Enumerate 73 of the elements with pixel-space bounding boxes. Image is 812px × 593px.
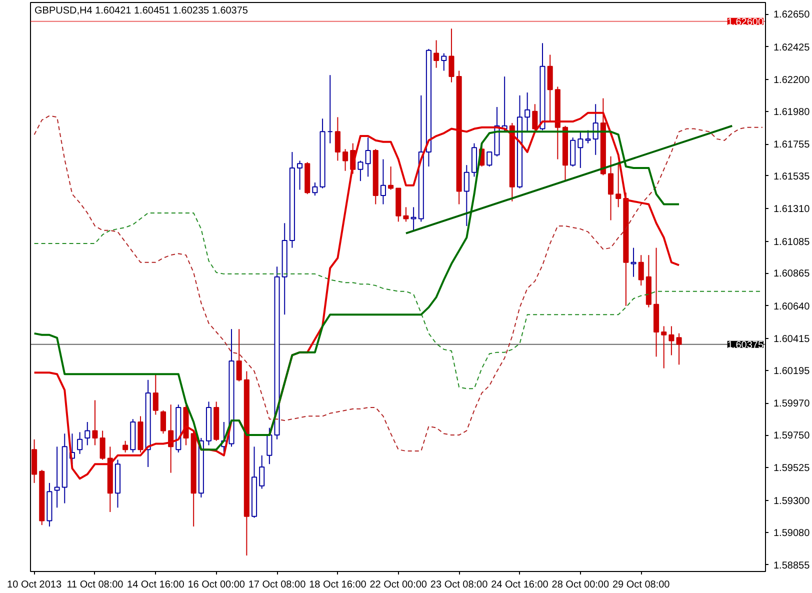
candlestick — [160, 410, 166, 434]
candlestick — [152, 374, 158, 416]
candlestick — [236, 328, 242, 382]
candlestick — [486, 152, 492, 168]
x-tick-label: 22 Oct 00:00 — [370, 580, 428, 590]
y-tick-label: 1.60865 — [774, 268, 810, 280]
candlestick — [266, 427, 272, 465]
y-tick-label: 1.61755 — [774, 140, 810, 151]
x-tick-label: 28 Oct 00:00 — [552, 580, 610, 590]
candlestick — [532, 104, 538, 131]
line-series — [34, 115, 763, 452]
y-tick-label: 1.62200 — [774, 74, 810, 86]
y-tick-label: 1.60415 — [774, 334, 810, 346]
y-tick-label: 1.60195 — [774, 366, 810, 377]
x-tick-label: 24 Oct 16:00 — [491, 580, 549, 590]
candlestick — [122, 440, 128, 453]
candlestick — [84, 421, 90, 446]
candlestick — [616, 162, 622, 208]
y-tick-label: 1.61980 — [774, 106, 810, 118]
ref-line-label: 1.60375 — [727, 340, 764, 351]
candlestick — [92, 400, 98, 446]
candlestick — [296, 160, 303, 190]
candlestick — [312, 182, 318, 196]
x-tick-label: 10 Oct 2013 — [7, 580, 62, 590]
y-tick-label: 1.59300 — [774, 496, 810, 507]
candlestick — [676, 332, 682, 366]
y-tick-label: 1.59080 — [774, 528, 810, 539]
candlestick — [441, 52, 447, 72]
y-tick-label: 1.61535 — [774, 171, 810, 182]
candlestick — [403, 206, 409, 222]
x-tick-label: 11 Oct 08:00 — [66, 580, 124, 590]
chart-title: GBPUSD,H4 1.60421 1.60451 1.60235 1.60375 — [34, 6, 248, 16]
y-tick-label: 1.60640 — [774, 301, 810, 312]
x-tick-label: 23 Oct 08:00 — [430, 580, 488, 590]
candlestick — [608, 156, 614, 221]
y-tick-label: 1.59750 — [774, 430, 810, 442]
candlestick — [365, 136, 371, 178]
candlestick — [434, 40, 440, 68]
ref-line-label: 1.62600 — [727, 16, 764, 28]
candlestick — [100, 430, 106, 460]
x-tick-label: 14 Oct 16:00 — [127, 580, 185, 590]
candlestick — [77, 432, 83, 454]
x-tick-label: 29 Oct 08:00 — [612, 580, 670, 590]
y-tick-label: 1.61085 — [774, 236, 810, 248]
y-tick-label: 1.59970 — [774, 398, 810, 410]
candlestick — [358, 160, 364, 182]
y-tick-label: 1.62425 — [774, 42, 810, 54]
x-tick-label: 18 Oct 16:00 — [309, 580, 367, 590]
y-tick-label: 1.59525 — [774, 463, 810, 474]
candlestick — [464, 164, 470, 227]
line-series — [34, 212, 763, 390]
candlestick — [578, 131, 584, 168]
candlestick — [334, 116, 340, 162]
candlestick — [524, 92, 530, 132]
x-tick-label: 16 Oct 00:00 — [188, 580, 246, 590]
candlestick — [259, 454, 265, 490]
candlestick — [668, 326, 674, 356]
candlestick — [661, 326, 667, 369]
candlestick — [630, 247, 636, 278]
candlestick — [342, 148, 348, 172]
candlestick — [327, 74, 333, 144]
y-tick-label: 1.62650 — [774, 10, 810, 21]
candlestick — [54, 446, 60, 508]
candlestick — [388, 166, 394, 190]
candlestick — [410, 206, 416, 231]
candlestick — [585, 130, 591, 144]
y-tick-label: 1.61310 — [774, 204, 810, 216]
candlestick — [380, 158, 386, 205]
candlestick — [547, 54, 553, 122]
candlestick — [448, 28, 454, 83]
y-tick-label: 1.58855 — [774, 560, 810, 572]
candlestick — [638, 254, 644, 286]
x-tick-label: 17 Oct 08:00 — [248, 580, 306, 590]
